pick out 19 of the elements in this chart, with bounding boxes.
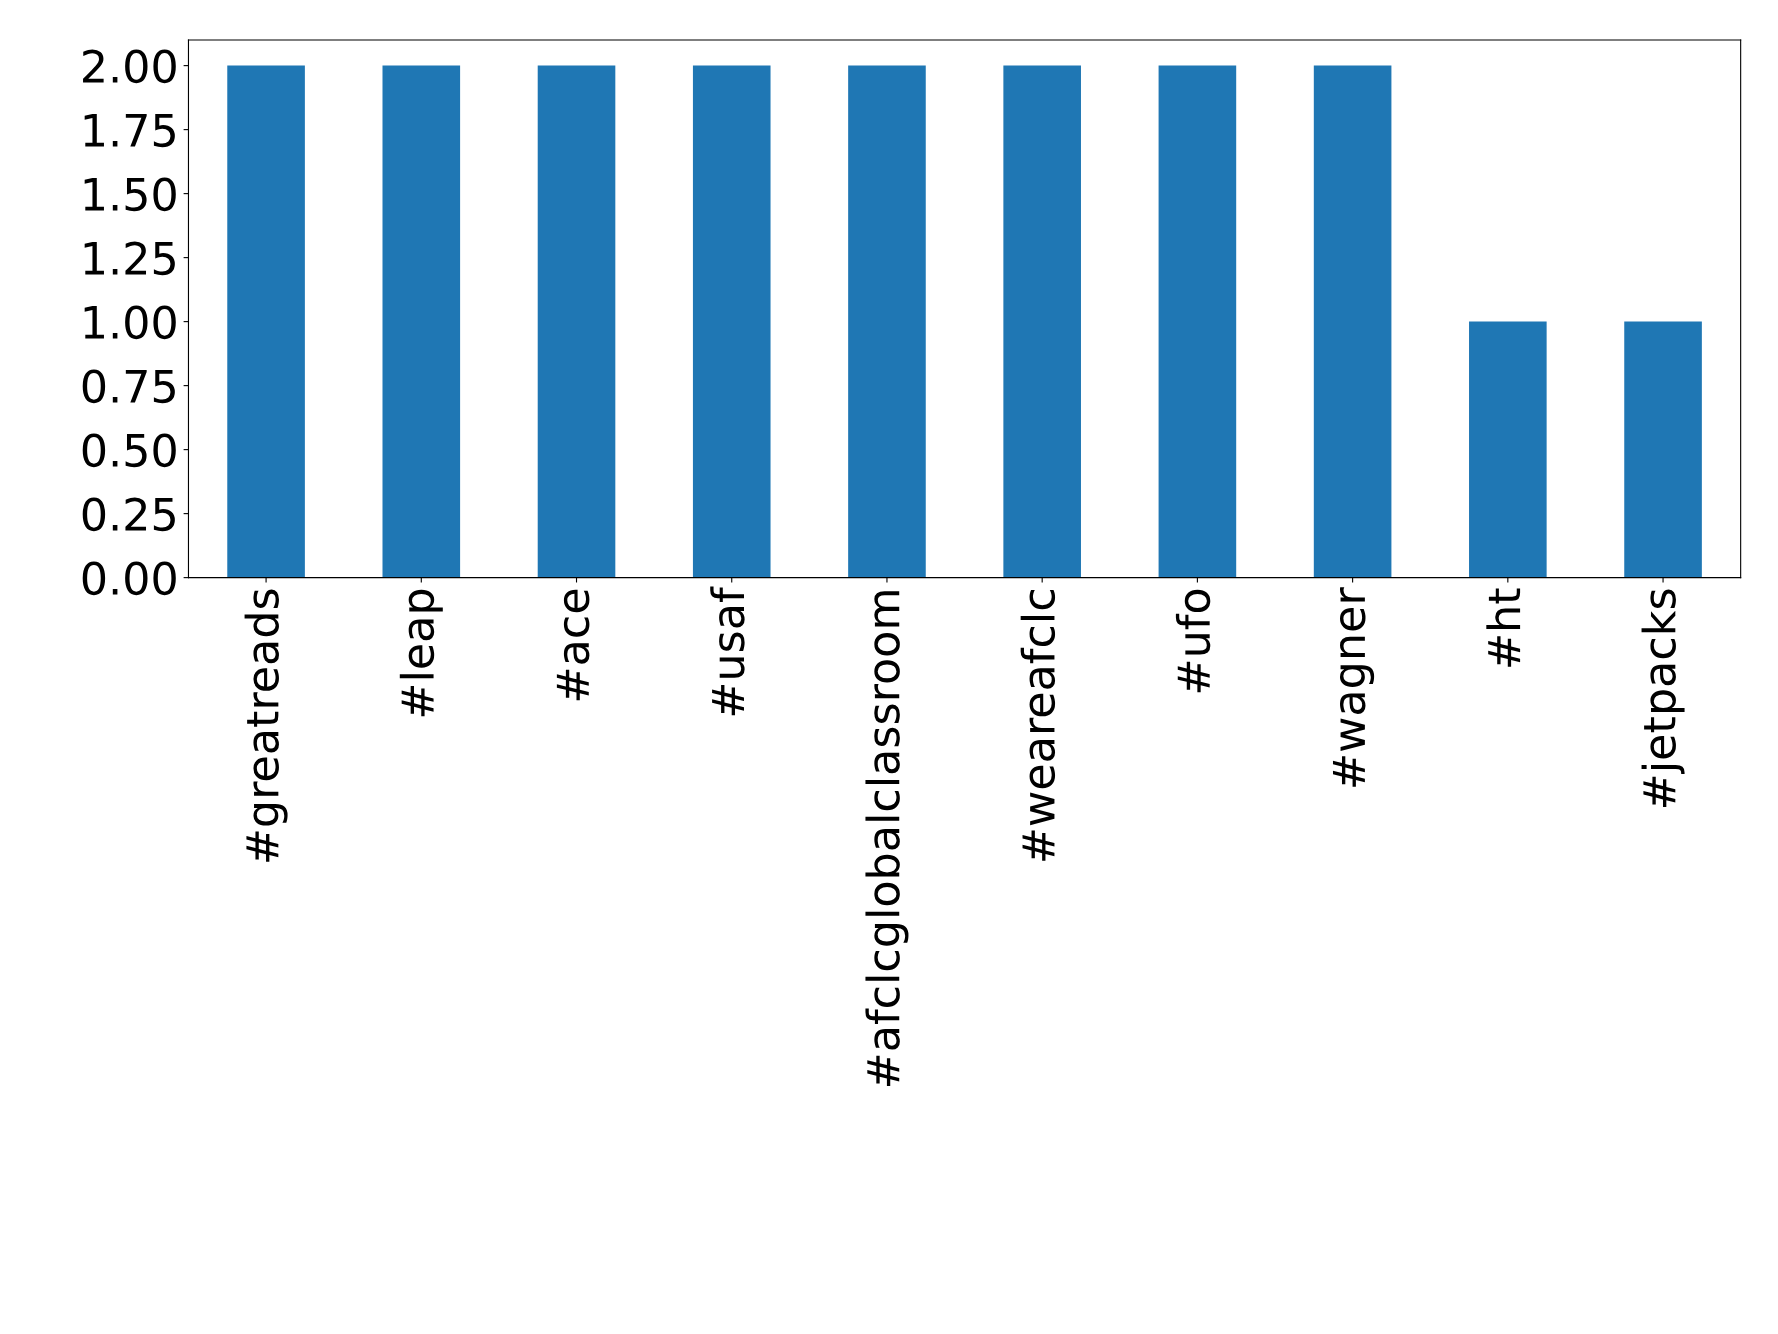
x-tick-label: #afclcglobalclassroom [865, 591, 909, 1087]
y-tick-label: 0.50 [82, 433, 176, 468]
y-tick-label: 0.25 [82, 497, 175, 532]
x-tick-label: #ht [1486, 588, 1521, 667]
x-tick-label: #wagner [1332, 587, 1375, 787]
x-tick-label: #usaf [710, 586, 745, 716]
y-tick-label: 1.00 [84, 305, 176, 340]
y-tick-label: 1.25 [84, 241, 175, 276]
x-tick-label: #leap [399, 589, 443, 717]
x-tick-label: #ace [556, 589, 590, 701]
y-tick-label: 0.00 [82, 561, 176, 596]
x-tick-label: #weareafclc [1020, 590, 1056, 861]
x-tick-label: #greatreads [244, 589, 288, 862]
y-tick-label: 1.50 [84, 177, 176, 212]
x-tick-label: #jetpacks [1641, 589, 1685, 808]
y-tick-label: 0.75 [82, 369, 175, 404]
y-tick-label: 2.00 [83, 49, 176, 84]
x-tick-label: #ufo [1175, 589, 1211, 693]
y-tick-label: 1.75 [84, 114, 175, 148]
